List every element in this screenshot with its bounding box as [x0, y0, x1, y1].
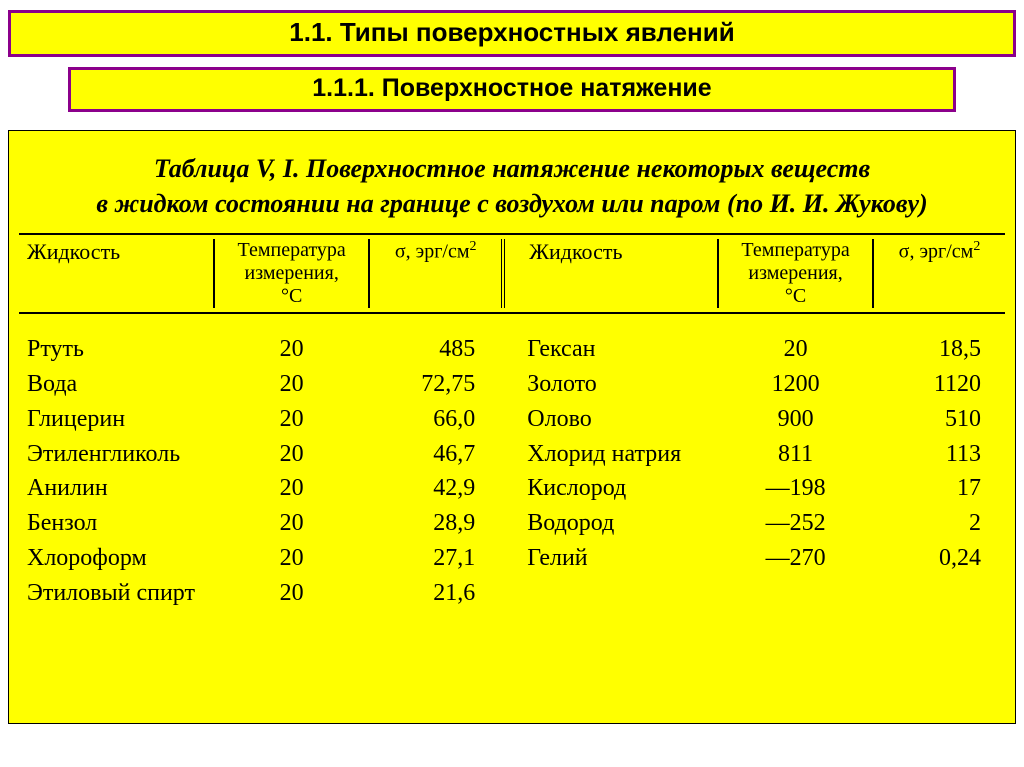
section-title: 1.1. Типы поверхностных явлений: [8, 10, 1016, 57]
cell-liquid: Анилин: [19, 471, 214, 506]
table-row: Хлороформ 20 27,1 Гелий —270 0,24: [19, 541, 1005, 576]
cell-liquid: Глицерин: [19, 402, 214, 437]
table-caption: Таблица V, I. Поверхностное натяжение не…: [29, 151, 995, 221]
caption-prefix: Таблица V, I.: [154, 154, 300, 183]
cell-sigma: 485: [369, 332, 503, 367]
cell-liquid: Бензол: [19, 506, 214, 541]
cell-liquid: Хлороформ: [19, 541, 214, 576]
cell-temp: 20: [718, 332, 873, 367]
cell-temp: 811: [718, 437, 873, 472]
hdr-sigma-right: σ, эрг/см2: [873, 239, 1005, 308]
subsection-title: 1.1.1. Поверхностное натяжение: [68, 67, 956, 112]
cell-sigma: 66,0: [369, 402, 503, 437]
cell-sigma: 28,9: [369, 506, 503, 541]
hdr-liquid-right: Жидкость: [503, 239, 718, 308]
cell-temp: 20: [214, 367, 369, 402]
cell-sigma: 0,24: [873, 541, 1005, 576]
cell-temp: 20: [214, 576, 369, 611]
spacer-row: [19, 318, 1005, 332]
cell-liquid: Водород: [503, 506, 718, 541]
cell-temp: [718, 576, 873, 611]
cell-temp: 20: [214, 541, 369, 576]
table-row: Этиловый спирт 20 21,6: [19, 576, 1005, 611]
cell-sigma: 27,1: [369, 541, 503, 576]
cell-sigma: 510: [873, 402, 1005, 437]
cell-temp: 20: [214, 402, 369, 437]
header-row: Жидкость Температура измерения, °C σ, эр…: [19, 239, 1005, 308]
cell-liquid: [503, 576, 718, 611]
cell-temp: 900: [718, 402, 873, 437]
cell-liquid: Вода: [19, 367, 214, 402]
cell-temp: —252: [718, 506, 873, 541]
cell-sigma: 1120: [873, 367, 1005, 402]
cell-liquid: Олово: [503, 402, 718, 437]
table-row: Глицерин 20 66,0 Олово 900 510: [19, 402, 1005, 437]
cell-temp: 20: [214, 437, 369, 472]
table-row: Этиленгликоль 20 46,7 Хлорид натрия 811 …: [19, 437, 1005, 472]
cell-sigma: 2: [873, 506, 1005, 541]
caption-line2: в жидком состоянии на границе с воздухом…: [29, 186, 995, 221]
cell-temp: —270: [718, 541, 873, 576]
cell-liquid: Гексан: [503, 332, 718, 367]
cell-sigma: 46,7: [369, 437, 503, 472]
cell-sigma: 42,9: [369, 471, 503, 506]
cell-temp: 20: [214, 506, 369, 541]
cell-sigma: 17: [873, 471, 1005, 506]
data-table: Жидкость Температура измерения, °C σ, эр…: [19, 239, 1005, 610]
caption-line1: Поверхностное натяжение некоторых вещест…: [300, 154, 871, 183]
cell-liquid: Хлорид натрия: [503, 437, 718, 472]
cell-liquid: Этиловый спирт: [19, 576, 214, 611]
table-row: Вода 20 72,75 Золото 1200 1120: [19, 367, 1005, 402]
cell-sigma: 113: [873, 437, 1005, 472]
cell-liquid: Ртуть: [19, 332, 214, 367]
cell-liquid: Кислород: [503, 471, 718, 506]
hdr-sigma-left: σ, эрг/см2: [369, 239, 503, 308]
rule-top: [19, 233, 1005, 235]
cell-sigma: 18,5: [873, 332, 1005, 367]
cell-sigma: [873, 576, 1005, 611]
cell-temp: —198: [718, 471, 873, 506]
cell-liquid: Гелий: [503, 541, 718, 576]
cell-temp: 20: [214, 471, 369, 506]
cell-liquid: Этиленгликоль: [19, 437, 214, 472]
table-card: Таблица V, I. Поверхностное натяжение не…: [8, 130, 1016, 724]
cell-sigma: 72,75: [369, 367, 503, 402]
table-row: Анилин 20 42,9 Кислород —198 17: [19, 471, 1005, 506]
cell-liquid: Золото: [503, 367, 718, 402]
hdr-temp-left: Температура измерения, °C: [214, 239, 369, 308]
rule-under-header: [19, 308, 1005, 318]
cell-temp: 20: [214, 332, 369, 367]
table-row: Бензол 20 28,9 Водород —252 2: [19, 506, 1005, 541]
cell-temp: 1200: [718, 367, 873, 402]
cell-sigma: 21,6: [369, 576, 503, 611]
hdr-liquid-left: Жидкость: [19, 239, 214, 308]
hdr-temp-right: Температура измерения, °C: [718, 239, 873, 308]
table-row: Ртуть 20 485 Гексан 20 18,5: [19, 332, 1005, 367]
